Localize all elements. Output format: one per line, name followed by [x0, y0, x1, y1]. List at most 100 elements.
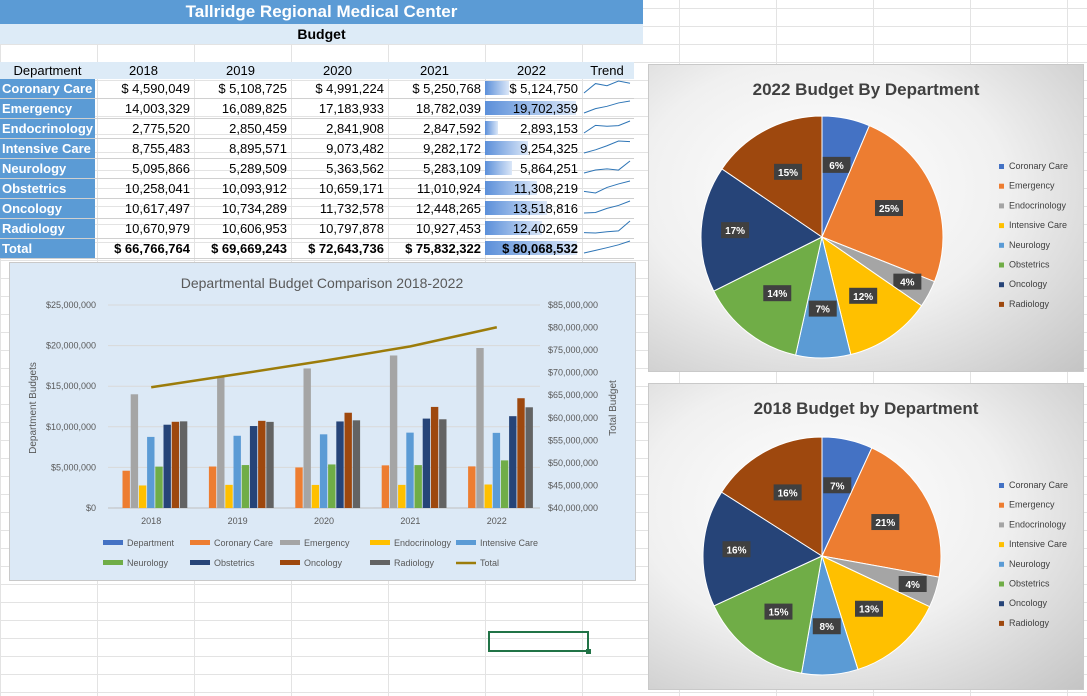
bar-neurology[interactable]	[155, 466, 163, 508]
value-cell[interactable]: $ 69,669,243	[192, 238, 289, 259]
bar-coronary-care[interactable]	[468, 466, 476, 508]
value-cell[interactable]: $ 4,590,049	[95, 79, 192, 99]
value-cell[interactable]: 5,864,251	[483, 158, 580, 179]
department-cell[interactable]: Emergency	[0, 98, 95, 119]
value-cell[interactable]: 11,308,219	[483, 178, 580, 199]
bar-neurology[interactable]	[241, 465, 250, 508]
value-cell[interactable]: $ 5,124,750	[483, 79, 580, 99]
bar-emergency[interactable]	[130, 394, 139, 508]
department-cell[interactable]: Endocrinology	[0, 118, 95, 139]
department-cell[interactable]: Intensive Care	[0, 138, 95, 159]
bar-intensive-care[interactable]	[233, 435, 241, 508]
value-cell[interactable]: 10,927,453	[386, 218, 483, 239]
value-cell[interactable]: $ 75,832,322	[386, 238, 483, 259]
department-cell[interactable]: Radiology	[0, 218, 95, 239]
value-cell[interactable]: 5,283,109	[386, 158, 483, 179]
trend-cell[interactable]	[580, 178, 634, 199]
bar-oncology[interactable]	[517, 398, 525, 508]
bar-endocrinology[interactable]	[484, 484, 492, 508]
value-cell[interactable]: 17,183,933	[289, 98, 386, 119]
department-cell[interactable]: Total	[0, 238, 95, 259]
value-cell[interactable]: 10,617,497	[95, 198, 192, 219]
total-line[interactable]	[151, 326, 498, 389]
bar-radiology[interactable]	[525, 407, 533, 508]
header-department[interactable]: Department	[0, 62, 95, 79]
selected-cell[interactable]	[488, 631, 591, 654]
value-cell[interactable]: 10,659,171	[289, 178, 386, 199]
pie-slice-oncology[interactable]	[700, 168, 823, 292]
bar-coronary-care[interactable]	[208, 466, 217, 508]
bar-obstetrics[interactable]	[163, 424, 171, 508]
value-cell[interactable]: 11,010,924	[386, 178, 483, 199]
value-cell[interactable]: 8,895,571	[192, 138, 289, 159]
bar-intensive-care[interactable]	[319, 434, 328, 508]
bar-coronary-care[interactable]	[295, 467, 303, 508]
value-cell[interactable]: 2,775,520	[95, 118, 192, 139]
value-cell[interactable]: 9,282,172	[386, 138, 483, 159]
pie-slice-radiology[interactable]	[721, 115, 823, 238]
value-cell[interactable]: $ 5,250,768	[386, 79, 483, 99]
bar-intensive-care[interactable]	[406, 432, 414, 508]
value-cell[interactable]: $ 5,108,725	[192, 79, 289, 99]
value-cell[interactable]: 19,702,359	[483, 98, 580, 119]
trend-cell[interactable]	[580, 158, 634, 179]
bar-obstetrics[interactable]	[509, 416, 517, 508]
header-2020[interactable]: 2020	[289, 62, 386, 79]
trend-cell[interactable]	[580, 238, 634, 259]
header-2018[interactable]: 2018	[95, 62, 192, 79]
value-cell[interactable]: 9,073,482	[289, 138, 386, 159]
bar-endocrinology[interactable]	[311, 484, 320, 508]
value-cell[interactable]: 5,289,509	[192, 158, 289, 179]
value-cell[interactable]: 12,402,659	[483, 218, 580, 239]
value-cell[interactable]: 10,606,953	[192, 218, 289, 239]
header-2019[interactable]: 2019	[192, 62, 289, 79]
value-cell[interactable]: 11,732,578	[289, 198, 386, 219]
value-cell[interactable]: 10,670,979	[95, 218, 192, 239]
trend-cell[interactable]	[580, 138, 634, 159]
trend-cell[interactable]	[580, 98, 634, 119]
value-cell[interactable]: 13,518,816	[483, 198, 580, 219]
bar-emergency[interactable]	[303, 368, 311, 508]
value-cell[interactable]: 16,089,825	[192, 98, 289, 119]
department-cell[interactable]: Coronary Care	[0, 79, 95, 99]
pie-2018-panel[interactable]: 2018 Budget by Department 7% 21% 4% 13% 8% 15%…	[648, 383, 1084, 690]
value-cell[interactable]: 2,847,592	[386, 118, 483, 139]
value-cell[interactable]: $ 66,766,764	[95, 238, 192, 259]
trend-cell[interactable]	[580, 79, 634, 99]
value-cell[interactable]: 10,734,289	[192, 198, 289, 219]
bar-obstetrics[interactable]	[336, 421, 344, 508]
bar-intensive-care[interactable]	[492, 432, 501, 508]
pie-slice-oncology[interactable]	[702, 491, 824, 607]
value-cell[interactable]: 2,841,908	[289, 118, 386, 139]
bar-oncology[interactable]	[171, 421, 180, 508]
bar-obstetrics[interactable]	[422, 418, 431, 508]
bar-emergency[interactable]	[217, 377, 225, 508]
bar-radiology[interactable]	[179, 421, 188, 508]
bar-coronary-care[interactable]	[122, 470, 130, 508]
bar-radiology[interactable]	[439, 419, 447, 508]
value-cell[interactable]: 12,448,265	[386, 198, 483, 219]
trend-cell[interactable]	[580, 198, 634, 219]
trend-cell[interactable]	[580, 118, 634, 139]
value-cell[interactable]: 10,797,878	[289, 218, 386, 239]
bar-neurology[interactable]	[414, 465, 422, 508]
bar-oncology[interactable]	[344, 412, 352, 508]
value-cell[interactable]: $ 4,991,224	[289, 79, 386, 99]
bar-endocrinology[interactable]	[225, 484, 233, 508]
header-trend[interactable]: Trend	[580, 62, 634, 79]
department-cell[interactable]: Neurology	[0, 158, 95, 179]
bar-oncology[interactable]	[430, 406, 439, 508]
value-cell[interactable]: 8,755,483	[95, 138, 192, 159]
bar-endocrinology[interactable]	[138, 485, 147, 508]
bar-radiology[interactable]	[266, 421, 274, 508]
bar-intensive-care[interactable]	[147, 436, 155, 508]
bar-endocrinology[interactable]	[398, 484, 406, 508]
bar-neurology[interactable]	[500, 460, 509, 508]
value-cell[interactable]: 2,893,153	[483, 118, 580, 139]
value-cell[interactable]: 5,363,562	[289, 158, 386, 179]
bar-coronary-care[interactable]	[381, 465, 390, 508]
value-cell[interactable]: $ 72,643,736	[289, 238, 386, 259]
bar-emergency[interactable]	[476, 348, 484, 508]
bar-obstetrics[interactable]	[249, 426, 258, 508]
combo-chart-panel[interactable]: Departmental Budget Comparison 2018-2022…	[9, 262, 636, 581]
